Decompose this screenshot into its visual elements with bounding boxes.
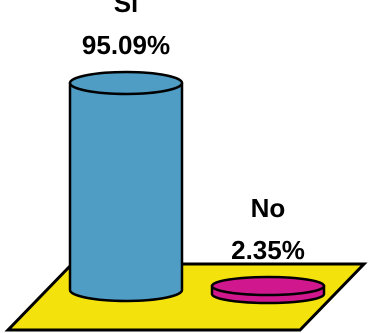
bar-no-top [210,275,326,297]
value-label-no: 2.35% [231,235,305,265]
category-label-si: Si [114,0,139,18]
bar-si-top [68,70,184,96]
bar-si [68,81,184,303]
category-label-no: No [251,193,286,223]
value-label-si: 95.09% [82,30,170,60]
